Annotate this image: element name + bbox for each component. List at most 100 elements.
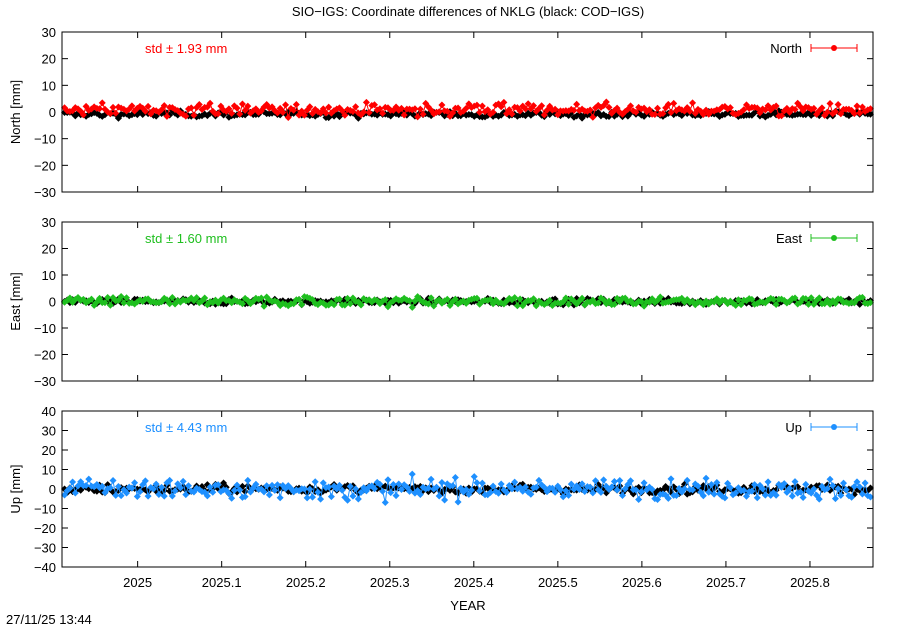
y-tick-label: 10 [42,268,56,283]
east-series-point [815,294,823,302]
up-series-point [470,473,478,481]
up-series-point [683,476,691,484]
up-series-point [815,495,823,503]
up-series-point [109,477,117,485]
up-series-point [319,479,327,487]
y-tick-label: 20 [42,242,56,257]
up-series-point [799,494,807,502]
north-series-point [85,106,93,114]
up-series-point [112,491,120,499]
up-series-point [397,485,405,493]
up-series-point [408,470,416,478]
up-series-point [503,488,511,496]
north-series-point [365,109,373,117]
up-series-point [389,481,397,489]
east-series-point [330,301,338,309]
up-series-point [158,483,166,491]
north-series-point [586,106,594,114]
east-series-point [443,295,451,303]
north-series-point [144,102,152,110]
up-series-point [575,486,583,494]
north-series-point [589,113,597,121]
north-series-point [778,112,786,120]
north-series-point [726,104,734,112]
east-series-point [791,294,799,302]
up-series-point [271,486,279,494]
up-series-point [751,481,759,489]
north-series-point [419,110,427,118]
east-series-point [341,301,349,309]
north-series-point [500,98,508,106]
up-series-point [740,486,748,494]
up-series-point [831,495,839,503]
north-series-point [573,100,581,108]
y-tick-label: 30 [42,25,56,40]
up-series-point [788,492,796,500]
north-series-point [282,101,290,109]
east-series-point [411,297,419,305]
up-series-point [335,481,343,489]
north-series-point [284,114,292,122]
north-series-point [290,106,298,114]
north-series-point [645,106,653,114]
north-series [61,98,874,122]
up-series-point [551,488,559,496]
north-series-point [195,101,203,109]
east-series-point [610,300,618,308]
north-series-point [540,111,548,119]
up-series-point [616,477,624,485]
north-series-point [352,103,360,111]
east-series-point [101,299,109,307]
north-series-point [228,109,236,117]
east-series-point [66,294,74,302]
east-series-point [513,302,521,310]
north-series-point [837,110,845,118]
up-series-point [300,485,308,493]
x-tick-label: 2025.1 [202,575,242,590]
north-series-point [438,101,446,109]
up-series-point [325,483,333,491]
y-tick-label: −10 [34,502,56,517]
north-series-point [79,111,87,119]
up-series-point [236,486,244,494]
x-tick-label: 2025.4 [454,575,494,590]
up-series-point [567,480,575,488]
north-series-point [360,108,368,116]
up-series-point [497,480,505,488]
y-axis-label: North [mm] [8,80,23,144]
up-series-point [61,491,69,499]
up-series-point [346,482,354,490]
up-series-point [424,484,432,492]
x-tick-label: 2025.3 [370,575,410,590]
up-series-point [494,489,502,497]
up-series-point [562,487,570,495]
up-series-point [635,496,643,504]
east-series-point [430,302,438,310]
north-series-point [322,109,330,117]
up-series-point [834,485,842,493]
std-label: std ± 1.93 mm [145,41,227,56]
north-series-point [225,105,233,113]
east-series-point [85,297,93,305]
up-series-point [667,475,675,483]
north-series-point [306,103,314,111]
up-series-point [136,488,144,496]
up-series-point [848,493,856,501]
up-series-point [133,492,141,500]
x-axis-label: YEAR [450,598,485,613]
north-series-point [187,104,195,112]
up-series-point [166,476,174,484]
up-series [61,470,874,506]
y-tick-label: −20 [34,158,56,173]
up-series-point [699,492,707,500]
north-series-point [627,102,635,110]
north-series-point [292,100,300,108]
legend-label: East [776,231,802,246]
up-series-point [597,488,605,496]
up-series-point [203,492,211,500]
north-series-point [670,99,678,107]
east-series-point [117,293,125,301]
east-series-point [656,293,664,301]
north-series-point [98,99,106,107]
